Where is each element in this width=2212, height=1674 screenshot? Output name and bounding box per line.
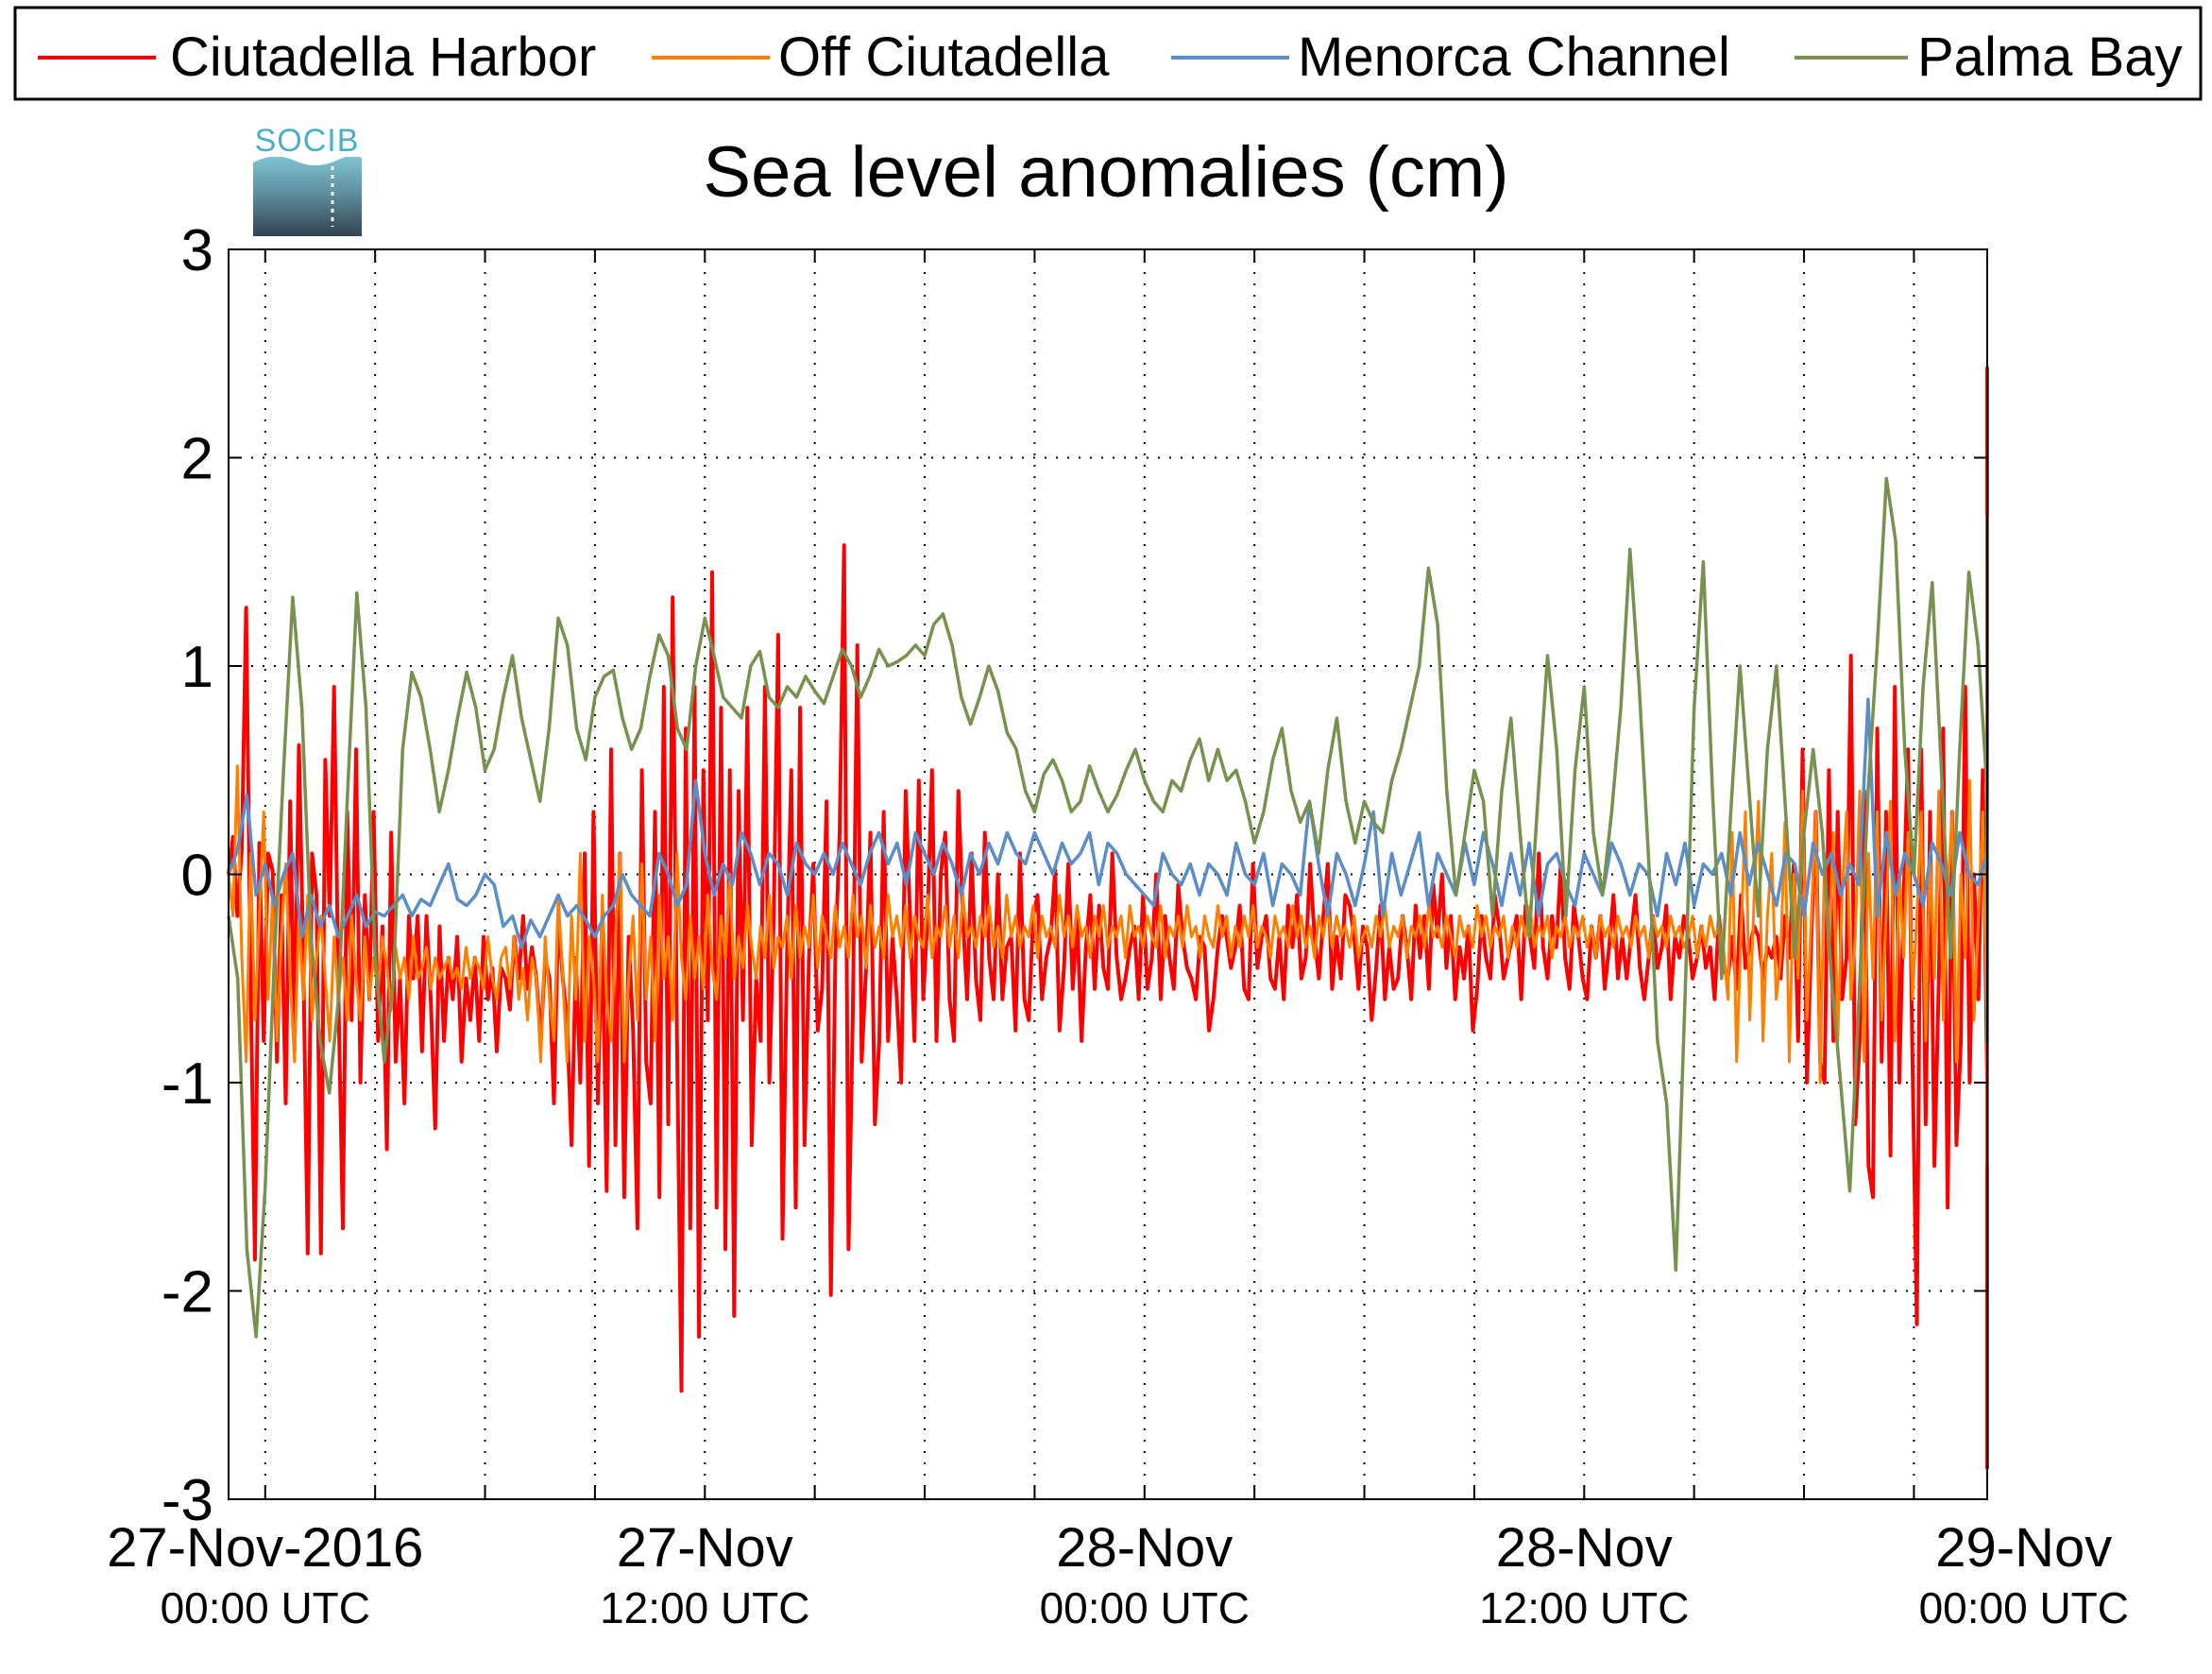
chart-title: Sea level anomalies (cm) bbox=[703, 132, 1508, 213]
x-tick-label-date: 28-Nov bbox=[1056, 1517, 1233, 1579]
legend-label-menorca-channel: Menorca Channel bbox=[1298, 26, 1730, 88]
y-tick-label: 0 bbox=[181, 844, 213, 909]
y-axis: -3 -2 -1 0 1 2 3 bbox=[162, 218, 1987, 1533]
y-tick-label: -1 bbox=[162, 1051, 213, 1117]
plot-background bbox=[229, 249, 1987, 1499]
x-tick-label-time: 00:00 UTC bbox=[161, 1583, 370, 1632]
x-tick-label-time: 12:00 UTC bbox=[600, 1583, 809, 1632]
socib-logo-wave-crest bbox=[253, 155, 362, 165]
legend-label-ciutadella-harbor: Ciutadella Harbor bbox=[170, 26, 596, 88]
socib-logo-wave bbox=[253, 157, 362, 236]
socib-logo-text: SOCIB bbox=[255, 123, 360, 159]
y-tick-label: 2 bbox=[181, 427, 213, 492]
legend: Ciutadella Harbor Off Ciutadella Menorca… bbox=[13, 6, 2203, 101]
x-tick-label-date: 27-Nov-2016 bbox=[107, 1517, 423, 1579]
y-tick-label: -3 bbox=[162, 1468, 213, 1533]
x-tick-label-time: 12:00 UTC bbox=[1479, 1583, 1689, 1632]
y-tick-label: 3 bbox=[181, 218, 213, 283]
y-tick-label: -2 bbox=[162, 1260, 213, 1325]
plot-frame bbox=[229, 249, 1987, 1499]
x-tick-label-time: 00:00 UTC bbox=[1919, 1583, 2129, 1632]
x-tick-label-date: 27-Nov bbox=[617, 1517, 793, 1579]
x-tick-label-date: 28-Nov bbox=[1496, 1517, 1673, 1579]
legend-label-palma-bay: Palma Bay bbox=[1917, 26, 2182, 88]
x-tick-label-time: 00:00 UTC bbox=[1040, 1583, 1250, 1632]
y-tick-label: 1 bbox=[181, 635, 213, 700]
legend-label-off-ciutadella: Off Ciutadella bbox=[778, 26, 1110, 88]
legend-box bbox=[13, 6, 2203, 101]
socib-logo: SOCIB bbox=[253, 123, 362, 236]
x-tick-label-date: 29-Nov bbox=[1935, 1517, 2112, 1579]
